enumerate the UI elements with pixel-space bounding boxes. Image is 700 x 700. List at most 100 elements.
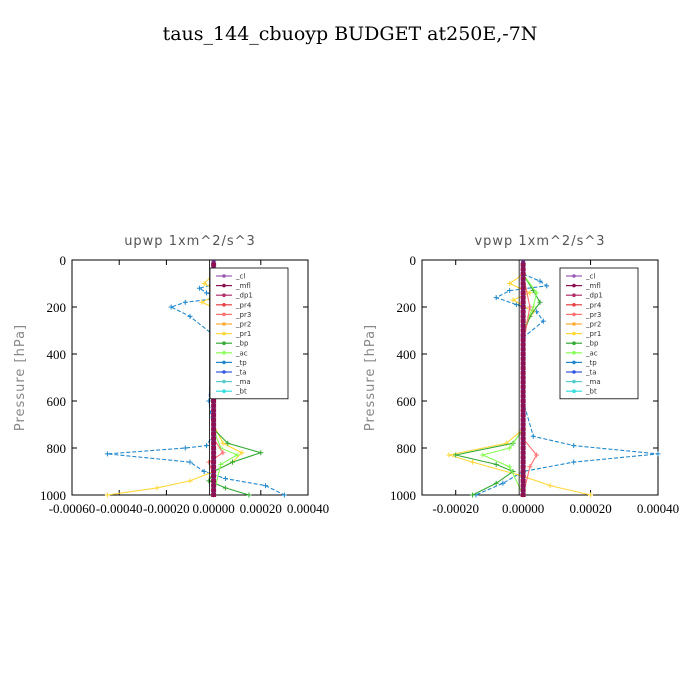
zero-term-marker <box>520 356 526 361</box>
legend-label: _pr2 <box>235 321 251 329</box>
zero-term-marker <box>520 333 526 338</box>
data-point-bp <box>453 452 459 458</box>
zero-term-marker <box>520 352 526 356</box>
data-point-tp <box>204 290 210 296</box>
zero-term-marker <box>520 427 526 432</box>
zero-term-marker <box>520 493 526 497</box>
legend-label: _ma <box>235 378 251 386</box>
panels: upwp 1xm^2/s^3 Pressure [hPa] 0 200 400 600 80… <box>13 234 679 516</box>
data-point-tp <box>206 398 212 404</box>
data-point-pr3 <box>527 464 533 470</box>
data-point-bp <box>493 480 499 486</box>
legend-marker <box>572 389 576 394</box>
legend-marker <box>222 322 226 326</box>
data-point-bp <box>537 299 543 305</box>
zero-term-marker <box>520 272 526 277</box>
zero-term-marker <box>520 366 526 371</box>
zero-term-marker <box>520 342 526 347</box>
data-point-pr1 <box>547 483 553 489</box>
data-point-tp <box>571 443 577 449</box>
x-tick-label: 0.00000 <box>502 501 544 516</box>
legend-label: _pr1 <box>585 330 601 338</box>
zero-term-marker <box>520 389 526 394</box>
zero-term-marker <box>211 455 217 460</box>
y-axis-label: Pressure [hPa] <box>363 324 378 431</box>
zero-term-marker <box>520 300 526 305</box>
data-point-tp <box>187 459 193 465</box>
zero-term-marker <box>211 403 217 408</box>
x-tick-label: 0.00020 <box>569 501 611 516</box>
legend-marker <box>572 283 576 288</box>
y-tick-label: 600 <box>47 394 67 409</box>
legend-marker <box>222 312 226 317</box>
legend-label: _bt <box>585 388 597 396</box>
legend-label: _ta <box>585 369 597 377</box>
zero-term-marker <box>211 413 217 418</box>
data-point-tp <box>182 299 188 305</box>
zero-term-marker <box>520 281 526 286</box>
zero-term-marker <box>520 450 526 455</box>
y-tick-label: 200 <box>47 300 67 315</box>
zero-term-marker <box>520 309 526 314</box>
zero-term-marker <box>520 290 526 295</box>
legend-label: _pr3 <box>585 311 601 319</box>
zero-term-marker <box>211 436 217 441</box>
data-point-ac <box>218 461 224 467</box>
data-point-tp <box>263 483 269 489</box>
zero-term-marker <box>211 488 217 493</box>
data-point-pr1 <box>588 492 594 498</box>
zero-term-marker <box>520 323 526 328</box>
zero-term-marker <box>211 460 217 465</box>
zero-term-marker <box>211 431 217 436</box>
data-point-tp <box>513 302 519 308</box>
zero-term-marker <box>520 305 526 309</box>
zero-term-marker <box>211 478 217 483</box>
zero-term-marker <box>211 483 217 488</box>
zero-term-marker <box>520 380 526 385</box>
zero-term-marker <box>520 286 526 291</box>
y-tick-label: 800 <box>397 441 417 456</box>
zero-term-marker <box>520 436 526 441</box>
legend-marker <box>572 293 576 298</box>
legend-marker <box>572 331 576 336</box>
zero-term-marker <box>520 384 526 389</box>
legend-marker <box>572 303 576 307</box>
data-point-bp <box>246 492 252 498</box>
x-tick-label: -0.00060 <box>49 501 96 516</box>
data-point-bp <box>258 450 264 456</box>
zero-term-marker <box>520 347 526 352</box>
zero-term-marker <box>520 441 526 446</box>
data-point-bp <box>225 440 231 446</box>
legend-label: _cl <box>585 273 595 281</box>
data-point-tp <box>571 459 577 465</box>
zero-term-marker <box>520 276 526 281</box>
legend-marker <box>222 351 226 355</box>
data-point-pr1 <box>201 281 207 286</box>
zero-term-marker <box>520 314 526 319</box>
zero-term-marker <box>520 474 526 479</box>
legend-marker <box>222 370 226 374</box>
zero-term-marker <box>520 469 526 474</box>
zero-term-marker <box>211 422 217 427</box>
legend-label: _ac <box>585 349 598 357</box>
zero-term-marker <box>211 474 217 479</box>
panel-2: vpwp 1xm^2/s^3 Pressure [hPa] 0 200 400 600 80… <box>363 234 679 516</box>
data-point-tp <box>530 433 536 439</box>
legend-label: _dp1 <box>235 292 253 300</box>
data-point-pr1 <box>470 459 476 465</box>
legend-label: _pr1 <box>235 330 251 338</box>
data-point-pr1 <box>510 297 516 303</box>
legend-marker <box>572 370 576 374</box>
data-point-tp <box>537 278 543 284</box>
zero-term-marker <box>520 295 526 300</box>
x-tick-label: -0.00020 <box>432 501 479 516</box>
plot-frame <box>71 259 309 496</box>
legend-marker <box>222 274 226 278</box>
zero-term-marker <box>520 422 526 427</box>
y-tick-label: 400 <box>47 347 67 362</box>
x-tick-label: 0.00020 <box>240 501 282 516</box>
data-point-tp <box>182 445 188 451</box>
zero-term-marker <box>211 417 217 422</box>
data-point-bp <box>222 485 228 491</box>
zero-term-marker <box>520 446 526 450</box>
